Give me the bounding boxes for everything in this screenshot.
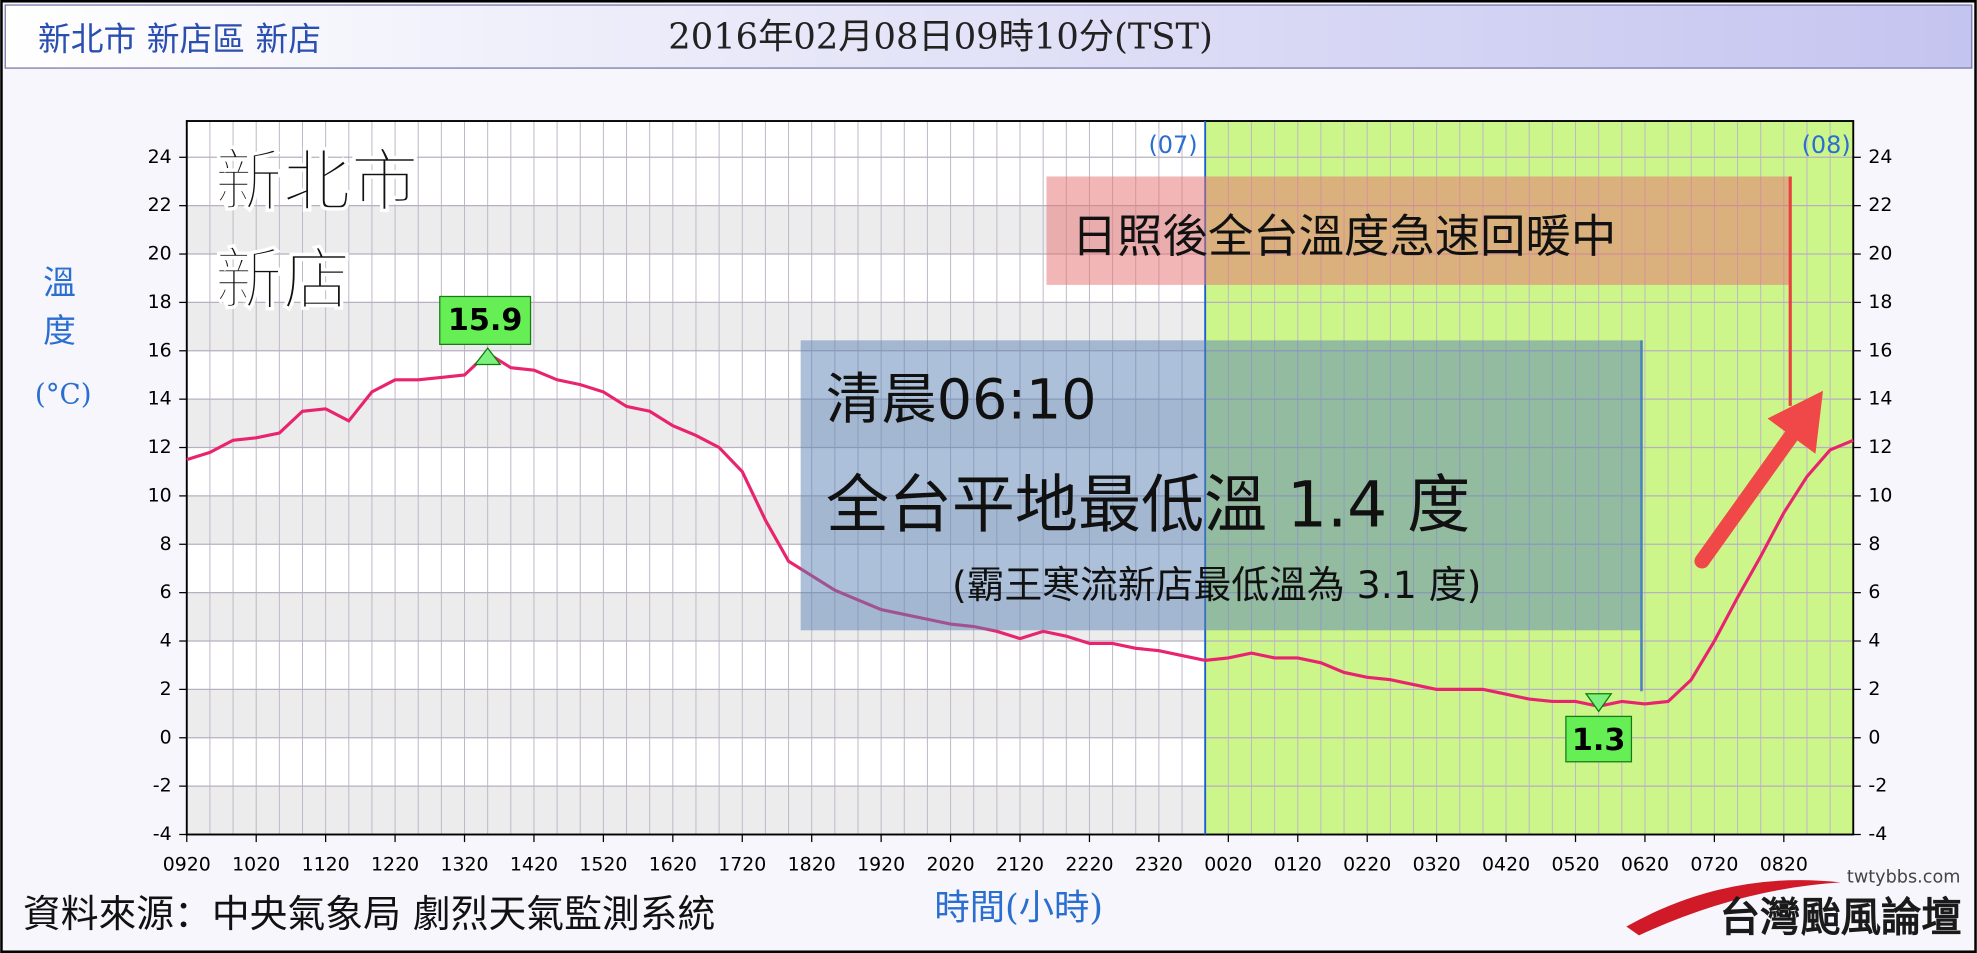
y-label: 溫 xyxy=(43,264,76,302)
y-tick-label: 22 xyxy=(148,194,172,216)
logo-swoosh xyxy=(1626,880,1841,936)
y-tick-label: 16 xyxy=(148,339,172,361)
x-tick-label: 1120 xyxy=(302,853,350,875)
y2-tick-label: 10 xyxy=(1868,484,1892,506)
place-label: 新店 xyxy=(215,241,351,320)
y-tick-label: -2 xyxy=(153,775,172,797)
warm-arrow-head xyxy=(1767,390,1824,454)
x-tick-label: 1020 xyxy=(232,853,280,875)
x-tick-label: 0720 xyxy=(1690,853,1738,875)
y2-tick-label: 16 xyxy=(1868,339,1892,361)
low-box xyxy=(800,340,1642,631)
y-tick-label: 14 xyxy=(148,388,172,410)
warm-arrow xyxy=(1694,421,1805,569)
y2-tick-label: 0 xyxy=(1868,726,1880,748)
x-tick-label: 0920 xyxy=(163,853,211,875)
min-label: 1.3 xyxy=(1572,723,1626,758)
x-tick-label: 0020 xyxy=(1204,853,1252,875)
y2-tick-label: 20 xyxy=(1868,243,1892,265)
y-label: (°C) xyxy=(35,377,92,410)
chart-title: 新北市 新店區 新店 xyxy=(38,21,321,59)
warm-text: 日照後全台溫度急速回暖中 xyxy=(1072,210,1617,263)
x-tick-label: 1220 xyxy=(371,853,419,875)
max-label: 15.9 xyxy=(448,303,523,338)
y-tick-label: 20 xyxy=(148,243,172,265)
min-label-box xyxy=(1565,715,1633,763)
y2-tick-label: 14 xyxy=(1868,388,1892,410)
y2-tick-label: -4 xyxy=(1868,823,1887,845)
y-tick-label: 18 xyxy=(148,291,172,313)
x-tick-label: 0320 xyxy=(1413,853,1461,875)
x-tick-label: 1520 xyxy=(579,853,627,875)
low-text: (霸王寒流新店最低溫為 3.1 度) xyxy=(952,563,1481,607)
low-text: 全台平地最低溫 1.4 度 xyxy=(826,468,1470,541)
y-tick-label: 8 xyxy=(160,533,172,555)
x-tick-label: 1820 xyxy=(788,853,836,875)
chart-subtitle: 2016年02月08日09時10分(TST) xyxy=(668,17,1213,58)
x-tick-label: 0620 xyxy=(1621,853,1669,875)
x-tick-label: 0220 xyxy=(1343,853,1391,875)
y-tick-label: -4 xyxy=(153,823,172,845)
max-marker xyxy=(473,347,502,366)
logo-text: 台灣颱風論壇 xyxy=(1720,894,1962,941)
y2-tick-label: 12 xyxy=(1868,436,1892,458)
x-tick-label: 2120 xyxy=(996,853,1044,875)
x-tick-label: 2320 xyxy=(1135,853,1183,875)
x-tick-label: 0820 xyxy=(1760,853,1808,875)
y-tick-label: 6 xyxy=(160,581,172,603)
x-tick-label: 1420 xyxy=(510,853,558,875)
max-label-box xyxy=(439,295,532,346)
x-tick-label: 1920 xyxy=(857,853,905,875)
y2-tick-label: 18 xyxy=(1868,291,1892,313)
logo-url: twtybbs.com xyxy=(1847,867,1960,887)
x-tick-label: 0420 xyxy=(1482,853,1530,875)
y-tick-label: 0 xyxy=(160,726,172,748)
y2-tick-label: 6 xyxy=(1868,581,1880,603)
x-tick-label: 2220 xyxy=(1065,853,1113,875)
x-tick-label: 0520 xyxy=(1551,853,1599,875)
y2-tick-label: 4 xyxy=(1868,630,1880,652)
y2-tick-label: 24 xyxy=(1868,146,1892,168)
y2-tick-label: 22 xyxy=(1868,194,1892,216)
temperature-line xyxy=(186,351,1854,708)
place-label: 新北市 xyxy=(215,143,419,222)
y-tick-label: 2 xyxy=(160,678,172,700)
y2-tick-label: -2 xyxy=(1868,775,1887,797)
x-tick-label: 2020 xyxy=(927,853,975,875)
y-tick-label: 24 xyxy=(148,146,172,168)
y-tick-label: 10 xyxy=(148,484,172,506)
x-label: 時間(小時) xyxy=(934,888,1103,929)
y-tick-label: 4 xyxy=(160,630,172,652)
header-bar xyxy=(4,4,1973,69)
y-label: 度 xyxy=(43,312,76,350)
y-tick-label: 12 xyxy=(148,436,172,458)
x-tick-label: 0120 xyxy=(1274,853,1322,875)
day-label: (08) xyxy=(1802,131,1851,159)
y2-tick-label: 8 xyxy=(1868,533,1880,555)
y2-tick-label: 2 xyxy=(1868,678,1880,700)
min-marker xyxy=(1584,693,1613,713)
x-tick-label: 1620 xyxy=(649,853,697,875)
x-tick-label: 1320 xyxy=(440,853,488,875)
warm-banner xyxy=(1046,176,1791,285)
x-tick-label: 1720 xyxy=(718,853,766,875)
day-label: (07) xyxy=(1148,131,1197,159)
low-text: 清晨06:10 xyxy=(826,369,1097,433)
source-note: 資料來源：中央氣象局 劇烈天氣監測系統 xyxy=(23,892,715,936)
